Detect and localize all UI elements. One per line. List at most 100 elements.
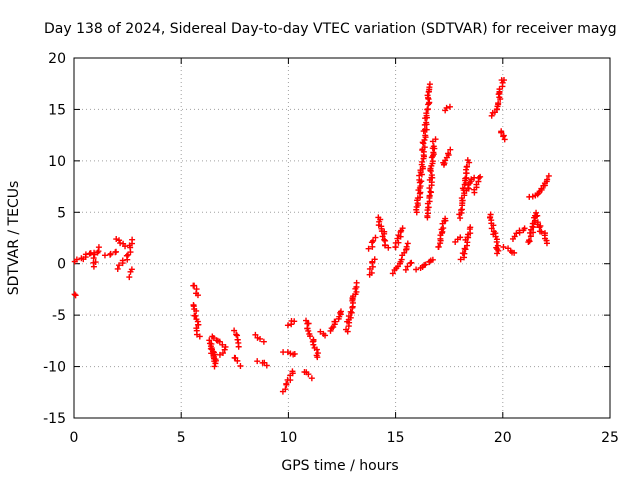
data-point <box>219 341 226 348</box>
data-point <box>446 103 453 110</box>
data-point <box>348 309 355 316</box>
data-point <box>260 338 267 345</box>
data-point <box>395 232 402 239</box>
data-point <box>421 137 428 144</box>
data-point <box>305 320 312 327</box>
data-point <box>116 262 123 269</box>
data-point <box>464 163 471 170</box>
data-point <box>305 371 312 378</box>
data-point <box>461 245 468 252</box>
data-point <box>195 321 202 328</box>
data-point <box>459 250 466 257</box>
data-point <box>113 248 120 255</box>
data-point <box>305 327 312 334</box>
data-point <box>424 92 431 99</box>
data-point <box>235 343 242 350</box>
y-tick-label: -5 <box>52 308 66 324</box>
data-point <box>402 266 409 273</box>
data-point <box>488 112 495 119</box>
tick-labels: 0 5 10 15 20 25 -15 -10 -5 0 5 10 15 20 <box>43 51 619 446</box>
data-point <box>430 143 437 150</box>
data-point <box>370 237 377 244</box>
data-point <box>116 237 123 244</box>
data-point <box>382 242 389 249</box>
data-point <box>291 318 298 325</box>
data-point <box>322 332 329 339</box>
data-point <box>477 173 484 180</box>
data-point <box>90 255 97 262</box>
data-point <box>216 351 223 358</box>
data-point <box>422 261 429 268</box>
data-point <box>491 109 498 116</box>
data-point <box>307 333 314 340</box>
data-point <box>403 243 410 250</box>
data-point <box>423 110 430 117</box>
data-point <box>442 215 449 222</box>
x-tick-label: 20 <box>494 430 512 446</box>
data-point <box>208 345 215 352</box>
data-point <box>462 246 469 253</box>
data-point <box>399 225 406 232</box>
data-point <box>317 328 324 335</box>
data-point <box>119 257 126 264</box>
data-point <box>445 150 452 157</box>
data-point <box>327 327 334 334</box>
data-point <box>432 136 439 143</box>
data-point <box>426 99 433 106</box>
data-point <box>263 362 270 369</box>
data-point <box>490 222 497 229</box>
data-point <box>467 224 474 231</box>
data-point <box>511 233 518 240</box>
data-point <box>365 245 372 252</box>
data-point <box>538 228 545 235</box>
data-point <box>332 318 339 325</box>
data-point <box>107 250 114 257</box>
data-point <box>413 266 420 273</box>
data-point <box>422 132 429 139</box>
data-point <box>457 256 464 263</box>
data-point <box>416 172 423 179</box>
data-point <box>534 191 541 198</box>
data-point <box>428 172 435 179</box>
data-point <box>500 77 507 84</box>
data-point <box>404 263 411 270</box>
data-point <box>394 235 401 242</box>
data-point <box>252 331 259 338</box>
data-point <box>289 368 296 375</box>
data-point <box>429 256 436 263</box>
data-point <box>408 259 415 266</box>
data-point <box>194 292 201 299</box>
data-point <box>237 363 244 370</box>
data-point <box>345 313 352 320</box>
data-point <box>462 175 469 182</box>
data-point <box>511 249 518 256</box>
data-point <box>533 213 540 220</box>
x-tick-label: 10 <box>279 430 297 446</box>
data-point <box>101 252 108 259</box>
data-point <box>424 106 431 113</box>
data-point <box>191 282 198 289</box>
data-point <box>212 360 219 367</box>
data-point <box>447 146 454 153</box>
plot-frame <box>73 57 611 419</box>
data-point <box>521 225 528 232</box>
data-point <box>113 236 120 243</box>
data-point <box>314 354 321 361</box>
data-point <box>459 185 466 192</box>
data-point <box>488 225 495 232</box>
y-tick-label: 15 <box>48 102 66 118</box>
data-point <box>423 119 430 126</box>
data-point <box>500 132 507 139</box>
data-point <box>308 375 315 382</box>
data-point <box>114 265 121 272</box>
data-point <box>426 192 433 199</box>
data-point <box>544 176 551 183</box>
data-point <box>92 259 99 266</box>
data-point <box>496 86 503 93</box>
data-point <box>254 358 261 365</box>
data-point <box>419 158 426 165</box>
data-point <box>458 207 465 214</box>
data-point <box>71 291 78 298</box>
data-point <box>284 322 291 329</box>
data-point <box>526 237 533 244</box>
